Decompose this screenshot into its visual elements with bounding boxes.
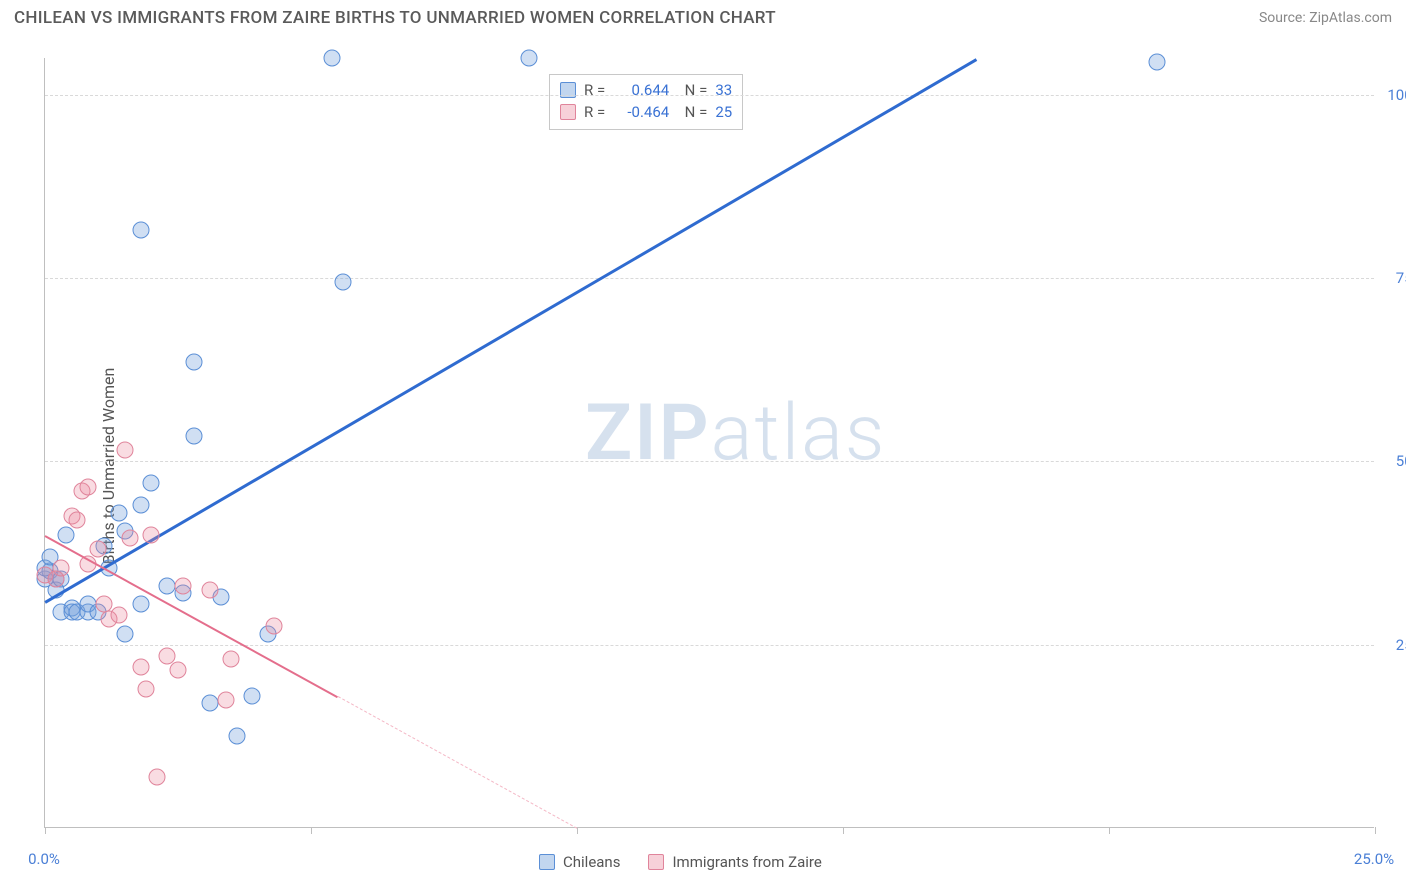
- series-swatch-icon: [539, 854, 555, 870]
- correlation-stats-box: R = 0.644 N = 33 R = -0.464 N = 25: [549, 74, 743, 130]
- data-point: [132, 658, 149, 675]
- data-point: [111, 607, 128, 624]
- data-point: [132, 596, 149, 613]
- data-point: [175, 578, 192, 595]
- y-tick-label: 100.0%: [1380, 86, 1406, 104]
- data-point: [111, 504, 128, 521]
- x-tick: [45, 827, 46, 834]
- stat-r-label: R =: [584, 81, 605, 99]
- data-point: [159, 647, 176, 664]
- data-point: [79, 479, 96, 496]
- legend-item: Chileans: [539, 853, 620, 871]
- data-point: [1148, 53, 1165, 70]
- stat-r-label: R =: [584, 103, 605, 121]
- data-point: [148, 768, 165, 785]
- y-tick-label: 25.0%: [1380, 636, 1406, 654]
- data-point: [201, 581, 218, 598]
- y-tick-label: 50.0%: [1380, 452, 1406, 470]
- data-point: [143, 526, 160, 543]
- data-point: [159, 578, 176, 595]
- y-tick-label: 75.0%: [1380, 269, 1406, 287]
- source-label: Source: ZipAtlas.com: [1259, 10, 1392, 26]
- data-point: [170, 662, 187, 679]
- gridline: [45, 461, 1374, 462]
- data-point: [58, 526, 75, 543]
- data-point: [185, 427, 202, 444]
- data-point: [52, 559, 69, 576]
- x-tick-label: 0.0%: [28, 850, 60, 868]
- stat-n-label: N =: [677, 103, 707, 121]
- x-tick: [843, 827, 844, 834]
- data-point: [132, 497, 149, 514]
- x-tick: [311, 827, 312, 834]
- data-point: [265, 618, 282, 635]
- legend-label: Immigrants from Zaire: [672, 853, 821, 871]
- data-point: [116, 442, 133, 459]
- stat-n-value: 25: [715, 103, 732, 121]
- data-point: [132, 222, 149, 239]
- stat-n-value: 33: [715, 81, 732, 99]
- trend-line: [337, 696, 577, 829]
- data-point: [228, 728, 245, 745]
- data-point: [223, 651, 240, 668]
- stat-n-label: N =: [677, 81, 707, 99]
- legend-label: Chileans: [563, 853, 620, 871]
- data-point: [521, 50, 538, 67]
- data-point: [244, 688, 261, 705]
- data-point: [90, 541, 107, 558]
- data-point: [217, 691, 234, 708]
- x-tick-label: 25.0%: [1354, 850, 1394, 868]
- chart-container: Births to Unmarried Women ZIPatlas R =0.…: [0, 40, 1406, 892]
- data-point: [122, 530, 139, 547]
- stat-r-value: -0.464: [613, 103, 669, 121]
- data-point: [324, 50, 341, 67]
- legend: Chileans Immigrants from Zaire: [539, 853, 822, 871]
- data-point: [68, 512, 85, 529]
- gridline: [45, 278, 1374, 279]
- legend-item: Immigrants from Zaire: [648, 853, 821, 871]
- data-point: [143, 475, 160, 492]
- stat-row: R = 0.644 N = 33: [560, 79, 732, 101]
- data-point: [334, 273, 351, 290]
- stat-r-value: 0.644: [613, 81, 669, 99]
- data-point: [138, 680, 155, 697]
- watermark: ZIPatlas: [585, 388, 886, 479]
- chart-title: CHILEAN VS IMMIGRANTS FROM ZAIRE BIRTHS …: [14, 8, 776, 28]
- series-swatch-icon: [560, 104, 576, 120]
- data-point: [116, 625, 133, 642]
- gridline: [45, 95, 1374, 96]
- data-point: [201, 695, 218, 712]
- data-point: [185, 354, 202, 371]
- trend-line: [44, 58, 976, 603]
- stat-row: R = -0.464 N = 25: [560, 101, 732, 123]
- x-tick: [1375, 827, 1376, 834]
- plot-area: ZIPatlas R = 0.644 N = 33 R = -0.464 N = 25…: [44, 58, 1374, 828]
- x-tick: [1109, 827, 1110, 834]
- series-swatch-icon: [648, 854, 664, 870]
